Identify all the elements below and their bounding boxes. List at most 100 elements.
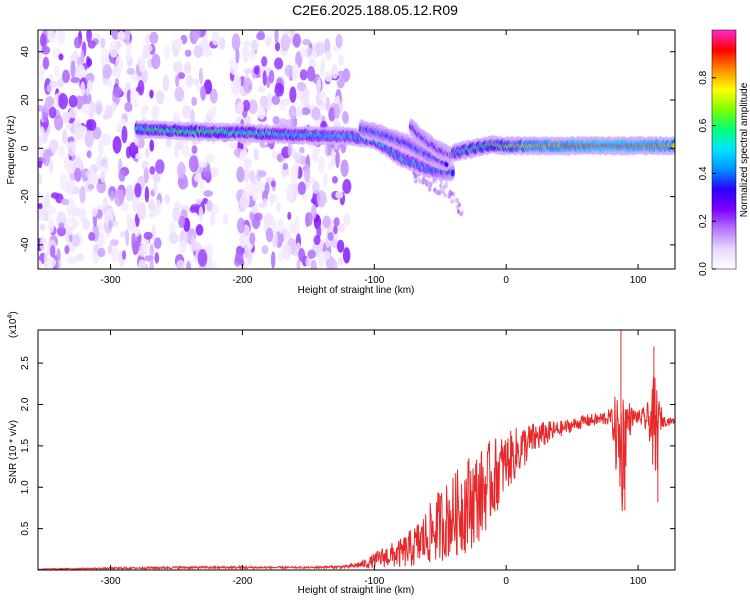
snr-series-line (38, 330, 675, 570)
heatmap-speckle (324, 70, 333, 83)
heatmap-speckle (322, 215, 331, 229)
heatmap-speckle (262, 70, 267, 86)
heatmap-tail-speckle (452, 191, 456, 197)
heatmap-speckle (243, 68, 252, 75)
heatmap-speckle (100, 37, 106, 49)
chart-title: C2E6.2025.188.05.12.R09 (292, 2, 458, 18)
heatmap-speckle (219, 37, 226, 50)
heatmap-speckle (258, 170, 267, 178)
heatmap-speckle (38, 213, 46, 221)
snr-y-ticks: 0.5 1.0 1.5 2.0 2.5 (20, 356, 675, 536)
colorbar-tick-label: 0.8 (698, 70, 709, 84)
heatmap-speckle (312, 180, 320, 195)
heatmap-speckle (93, 250, 98, 267)
heatmap-tail-speckle (443, 192, 447, 198)
heatmap-speckle (242, 99, 251, 112)
heatmap-speckle (86, 119, 97, 131)
snr-line (38, 376, 675, 570)
heatmap-speckle (117, 30, 126, 42)
heatmap-speckle (280, 33, 291, 52)
heatmap-speckle (296, 259, 301, 269)
heatmap-speckle (183, 180, 189, 188)
heatmap-speckle (305, 212, 313, 227)
heatmap-speckle (62, 111, 72, 120)
heatmap-speckle (270, 180, 276, 188)
heatmap-speckle (274, 57, 284, 70)
heatmap-tail-speckle (445, 183, 449, 189)
heatmap-speckle (96, 154, 104, 171)
heatmap-speckle (141, 243, 149, 252)
heatmap-speckle (300, 107, 311, 116)
heatmap-speckle (303, 164, 311, 183)
heatmap-speckle (57, 144, 66, 158)
heatmap-speckle (198, 67, 204, 85)
heatmap-speckle (149, 259, 154, 269)
heatmap-speckle (327, 231, 334, 241)
heatmap-tail-speckle (428, 186, 432, 192)
heatmap-speckle (289, 30, 296, 35)
heatmap-speckle (197, 249, 208, 267)
heatmap-speckle (71, 234, 80, 247)
heatmap-speckle (235, 250, 244, 264)
heatmap-speckle (263, 212, 274, 227)
heatmap-speckle (248, 99, 258, 115)
heatmap-speckle (287, 141, 292, 157)
heatmap-speckle (325, 50, 333, 61)
heatmap-speckle (183, 61, 192, 75)
heatmap-speckle (316, 79, 322, 93)
heatmap-speckle (209, 166, 219, 178)
heatmap-speckle (280, 98, 291, 106)
heatmap-speckle (49, 160, 54, 174)
heatmap-speckle (50, 245, 56, 258)
y-tick-label: 0.5 (20, 521, 31, 535)
heatmap-speckle (38, 136, 44, 146)
heatmap-speckle (43, 103, 50, 114)
heatmap-speckle (288, 105, 297, 120)
heatmap-speckle (156, 199, 162, 215)
heatmap-speckle (41, 45, 51, 55)
heatmap-speckle (86, 57, 93, 67)
heatmap-speckle (237, 102, 243, 114)
heatmap-speckle (38, 105, 44, 112)
heatmap-speckle (266, 92, 273, 111)
heatmap-speckle (274, 82, 285, 97)
snr-x-ticks: -300 -200 -100 0 100 (101, 330, 647, 587)
heatmap-speckle (296, 81, 306, 92)
colorbar-gradient (711, 29, 737, 270)
heatmap-speckle (53, 114, 64, 131)
heatmap-speckle (178, 215, 186, 228)
heatmap-speckle (270, 251, 276, 269)
heatmap-speckle (122, 250, 127, 260)
heatmap-speckle (121, 125, 128, 144)
heatmap-speckle (256, 179, 265, 194)
heatmap-speckle (48, 139, 59, 152)
ridge-core (450, 169, 455, 177)
heatmap-speckle (72, 209, 83, 218)
heatmap-speckle (305, 256, 312, 268)
heatmap-speckle (73, 36, 82, 49)
heatmap-speckle (182, 104, 192, 120)
heatmap-speckle (128, 142, 139, 158)
heatmap-speckle (149, 243, 155, 257)
heatmap-speckle (142, 44, 153, 53)
heatmap-speckle (116, 124, 122, 133)
heatmap-speckle (311, 106, 321, 121)
heatmap-speckle (145, 34, 150, 45)
heatmap-speckle (210, 204, 220, 215)
heatmap-speckle (58, 53, 64, 61)
heatmap-speckle (190, 108, 195, 125)
heatmap-speckle (322, 172, 328, 187)
heatmap-speckle (257, 86, 266, 93)
heatmap-tail-speckle (421, 179, 425, 185)
heatmap-speckle (252, 194, 258, 202)
heatmap-speckle (310, 204, 317, 220)
heatmap-speckle (130, 87, 137, 105)
heatmap-speckle (277, 154, 282, 163)
heatmap-speckle (73, 220, 80, 228)
snr-multiplier-label: (x104) (7, 311, 19, 338)
heatmap-speckle (342, 68, 350, 83)
heatmap-speckle (86, 150, 92, 159)
heatmap-speckle (199, 180, 205, 193)
heatmap-speckle (268, 69, 275, 84)
heatmap-speckle (136, 202, 145, 220)
